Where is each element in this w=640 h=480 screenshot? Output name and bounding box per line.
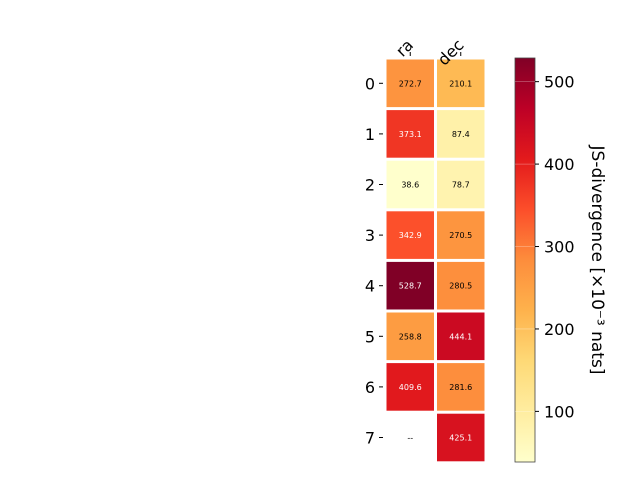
colorbar-tick-label-400: 400 [544,155,575,174]
cell-label-1-dec: 87.4 [452,130,470,139]
row-label-3: 3 [365,226,375,245]
cell-label-7-dec: 425.1 [449,434,472,443]
cell-label-3-ra: 342.9 [399,231,422,240]
cell-6-ra [386,363,434,411]
cell-label-6-dec: 281.6 [449,383,472,392]
cell-1-dec [437,110,485,158]
colorbar-tick-label-100: 100 [544,402,575,421]
cell-label-0-dec: 210.1 [449,79,472,88]
cell-3-dec [437,211,485,259]
row-label-4: 4 [365,277,375,296]
cell-label-5-ra: 258.8 [399,332,422,341]
colorbar-tick-label-300: 300 [544,238,575,257]
cell-6-dec [437,363,485,411]
colorbar-tick-label-200: 200 [544,320,575,339]
row-label-6: 6 [365,378,375,397]
row-label-5: 5 [365,327,375,346]
colorbar: 100 200 300 400 500 JS-divergence [×10⁻³ nats… [514,57,607,463]
row-labels: 0 1 2 3 4 5 6 7 [365,74,383,448]
cell-2-ra [386,160,434,209]
heatmap-cells: 272.7 210.1 373.1 87.4 38.6 78.7 342.9 270.5 528… [386,59,485,462]
cell-0-ra [386,59,434,108]
cell-1-ra [386,110,434,158]
cell-0-dec [437,59,485,108]
cell-label-2-ra: 38.6 [401,181,419,190]
colorbar-bar [514,57,536,463]
cell-4-ra [386,261,434,310]
cell-label-4-ra: 528.7 [399,282,422,291]
cell-5-dec [437,312,485,361]
cell-label-4-dec: 280.5 [449,282,472,291]
row-label-2: 2 [365,176,375,195]
cell-label-5-dec: 444.1 [449,332,472,341]
row-label-0: 0 [365,74,375,93]
cell-label-7-ra: -- [407,434,413,443]
cell-4-dec [437,261,485,310]
row-label-7: 7 [365,429,375,448]
cell-label-1-ra: 373.1 [399,130,422,139]
colorbar-label: JS-divergence [×10⁻³ nats] [587,145,607,375]
cell-label-0-ra: 272.7 [399,79,422,88]
cell-label-2-dec: 78.7 [452,181,470,190]
cell-label-3-dec: 270.5 [449,231,472,240]
cell-5-ra [386,312,434,361]
cell-2-dec [437,160,485,209]
row-label-1: 1 [365,125,375,144]
cell-7-dec [437,413,485,462]
colorbar-tick-label-500: 500 [544,73,575,92]
cell-3-ra [386,211,434,259]
cell-label-6-ra: 409.6 [399,383,422,392]
col-label-ra: ra [392,35,417,60]
